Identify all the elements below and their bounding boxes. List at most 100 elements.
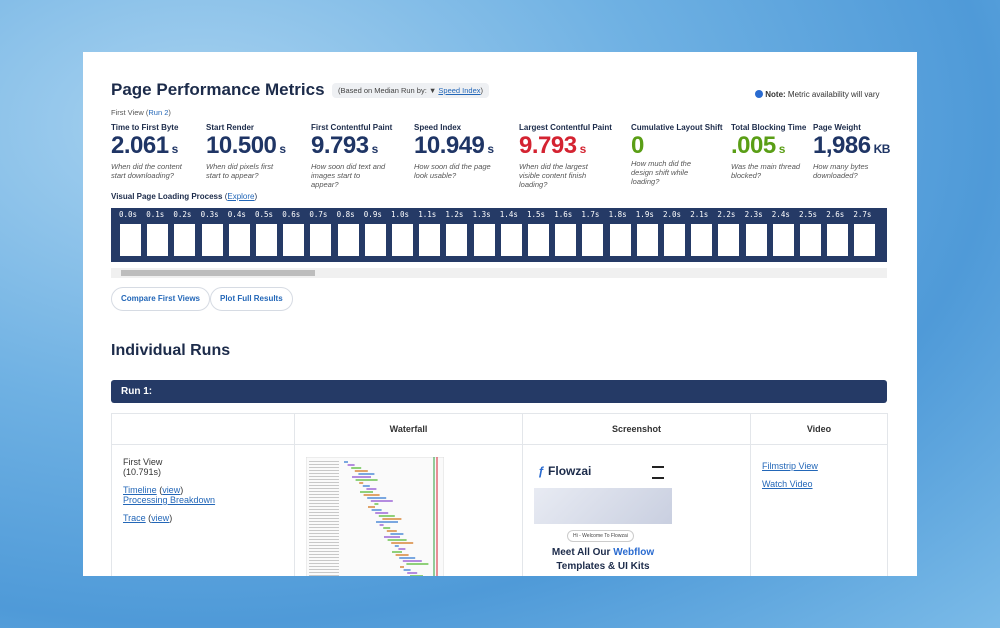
- frame[interactable]: [609, 224, 631, 256]
- frame-time: 2.6s: [826, 210, 845, 219]
- waterfall-bar: [410, 575, 423, 576]
- frame[interactable]: [745, 224, 767, 256]
- metric-value: 10.949 s: [414, 133, 494, 162]
- metric-number: 10.500: [206, 132, 277, 159]
- metric-label: Total Blocking Time: [731, 123, 807, 132]
- waterfall-label: [309, 467, 339, 468]
- plot-button[interactable]: Plot Full Results: [210, 287, 293, 311]
- frame[interactable]: [120, 224, 141, 256]
- frame[interactable]: [500, 224, 522, 256]
- waterfall-label: [309, 557, 339, 558]
- frame[interactable]: [228, 224, 250, 256]
- explore-link[interactable]: Explore: [227, 192, 255, 201]
- metric-number: 1,986: [813, 132, 871, 159]
- compare-button[interactable]: Compare First Views: [111, 287, 210, 311]
- frame[interactable]: [337, 224, 359, 256]
- metric-label: Start Render: [206, 123, 255, 132]
- filmstrip-label: Visual Page Loading Process: [111, 192, 223, 201]
- frame[interactable]: [691, 224, 713, 256]
- frame[interactable]: [664, 224, 685, 256]
- metric: Total Blocking Time .005 s Was the main thr…: [731, 123, 809, 180]
- waterfall-label: [309, 491, 339, 492]
- frame[interactable]: [827, 224, 849, 256]
- metric-value: 9.793 s: [519, 133, 612, 162]
- scrollbar[interactable]: [111, 268, 887, 278]
- metric-description: How soon did the page look usable?: [414, 162, 491, 180]
- waterfall-bar: [366, 488, 377, 490]
- metric-unit: s: [778, 142, 786, 156]
- header-cell: Screenshot: [522, 413, 751, 445]
- metric-number: 2.061: [111, 132, 169, 159]
- metric-description: Was the main thread blocked?: [731, 162, 801, 180]
- menu-icon: [652, 466, 664, 479]
- filmstrip-title: Visual Page Loading Process (Explore): [111, 192, 257, 201]
- metric: Cumulative Layout Shift 0 How much did the…: [631, 123, 723, 186]
- waterfall-bar: [379, 524, 384, 526]
- metric-unit: s: [371, 142, 379, 156]
- header-cell: Waterfall: [294, 413, 523, 445]
- waterfall-label: [309, 530, 339, 531]
- waterfall-label: [309, 497, 339, 498]
- waterfall-label: [309, 488, 339, 489]
- frame[interactable]: [582, 224, 604, 256]
- frame[interactable]: [446, 224, 468, 256]
- frame[interactable]: [364, 224, 386, 256]
- frame[interactable]: [310, 224, 332, 256]
- trace-link[interactable]: Trace: [123, 513, 146, 523]
- frame[interactable]: [174, 224, 196, 256]
- waterfall-label: [309, 482, 339, 483]
- frame[interactable]: [528, 224, 549, 256]
- frame[interactable]: [201, 224, 223, 256]
- waterfall-label: [309, 566, 339, 567]
- brand-name: Flowzai: [548, 464, 592, 478]
- frame[interactable]: [473, 224, 495, 256]
- video-cell: Filmstrip View Watch Video: [750, 444, 888, 576]
- frame[interactable]: [636, 224, 658, 256]
- info-icon: [755, 90, 763, 98]
- frame[interactable]: [256, 224, 277, 256]
- metric-unit: s: [487, 142, 494, 156]
- frame[interactable]: [283, 224, 305, 256]
- scroll-thumb[interactable]: [121, 270, 315, 276]
- view-suffix: ): [168, 108, 171, 117]
- waterfall-label: [309, 521, 339, 522]
- frame-time: 0.1s: [146, 210, 165, 219]
- metric-label: Cumulative Layout Shift: [631, 123, 723, 132]
- trace-view-link[interactable]: view: [151, 513, 170, 523]
- frame[interactable]: [854, 224, 876, 256]
- run-title: Run 1:: [121, 386, 153, 397]
- waterfall-thumbnail[interactable]: [306, 457, 444, 576]
- filmstrip-link[interactable]: Filmstrip View: [762, 461, 818, 471]
- frame-time: 1.0s: [391, 210, 410, 219]
- frame[interactable]: [555, 224, 577, 256]
- timeline-link[interactable]: Timeline: [123, 485, 157, 495]
- metric-description: How soon did text and images start to ap…: [311, 162, 386, 189]
- frame[interactable]: [419, 224, 441, 256]
- waterfall-bar: [351, 467, 362, 469]
- frame[interactable]: [147, 224, 169, 256]
- waterfall-bar: [383, 527, 391, 529]
- metric-description: When did the largest visible content fin…: [519, 162, 588, 189]
- screenshot[interactable]: ƒ Flowzai Hi - Welcome To Flowzai Meet A…: [534, 460, 672, 576]
- waterfall-label: [309, 548, 339, 549]
- run-link[interactable]: Run 2: [148, 108, 169, 117]
- frame[interactable]: [772, 224, 794, 256]
- frame-time: 0.5s: [255, 210, 274, 219]
- headline-accent: Webflow: [613, 547, 655, 558]
- timeline-view-link[interactable]: view: [162, 485, 181, 495]
- metric-number: 9.793: [311, 132, 369, 159]
- frame-time: 1.2s: [445, 210, 464, 219]
- video-link[interactable]: Watch Video: [762, 479, 813, 489]
- waterfall-label: [309, 524, 339, 525]
- waterfall-label: [309, 506, 339, 507]
- frame[interactable]: [718, 224, 740, 256]
- frame[interactable]: [800, 224, 821, 256]
- badge-link[interactable]: Speed Index: [438, 86, 481, 95]
- processing-link[interactable]: Processing Breakdown: [123, 495, 216, 505]
- frame[interactable]: [392, 224, 413, 256]
- waterfall-bar: [386, 530, 397, 532]
- waterfall-bar: [375, 512, 389, 514]
- metric-value: 10.500 s: [206, 133, 286, 162]
- metric-unit: s: [171, 142, 179, 156]
- waterfall-label: [309, 545, 339, 546]
